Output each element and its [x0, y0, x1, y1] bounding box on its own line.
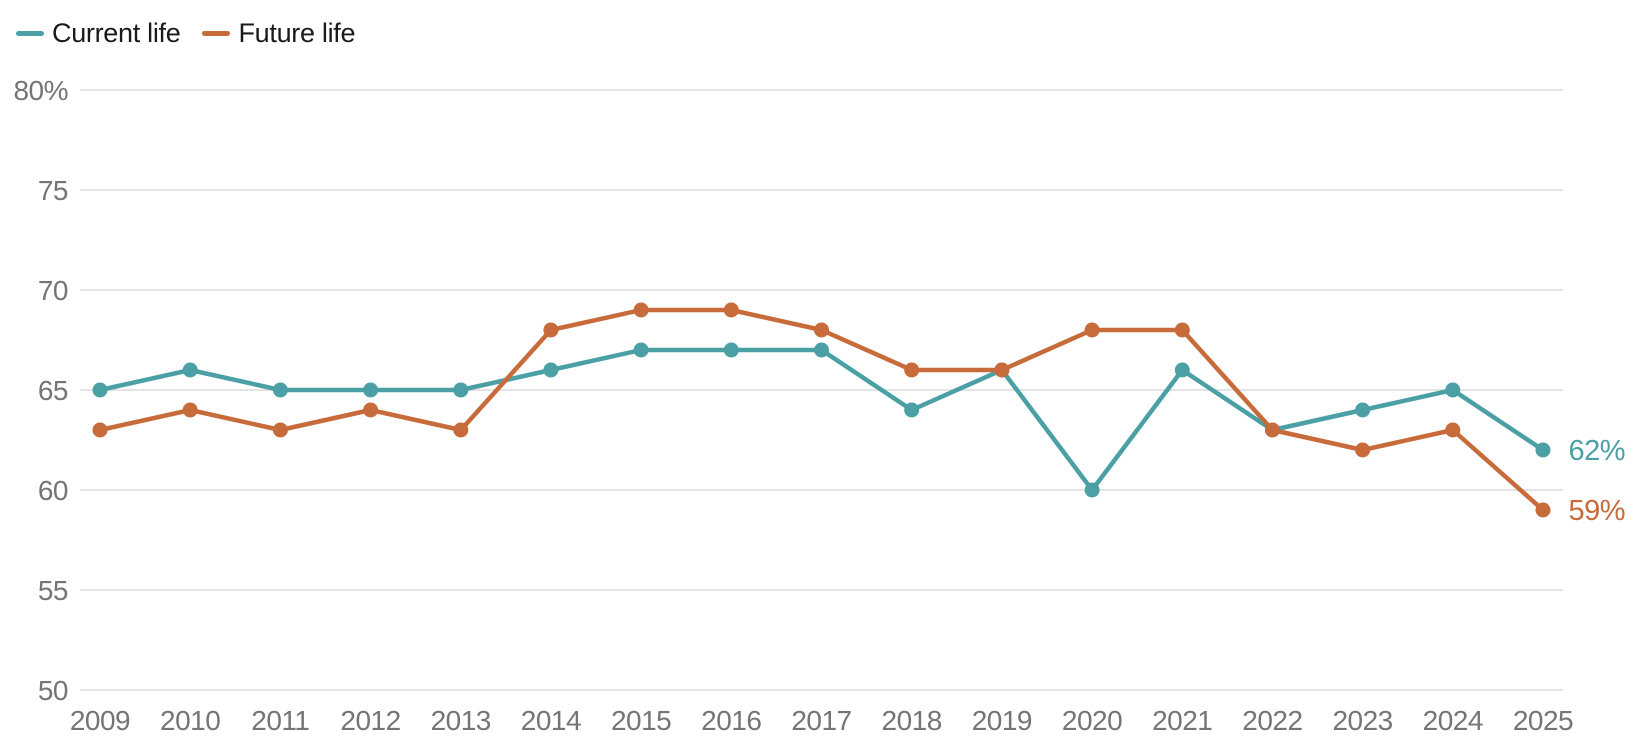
legend-item-future-life: Future life [202, 18, 356, 48]
marker-current-life-2025 [1535, 442, 1551, 458]
marker-current-life-2017 [814, 342, 829, 358]
marker-current-life-2023 [1355, 402, 1371, 418]
y-tick-55: 55 [38, 575, 68, 606]
marker-current-life-2021 [1174, 362, 1190, 378]
x-tick-2011: 2011 [251, 705, 309, 736]
chart-legend: Current life Future life [16, 18, 356, 48]
x-tick-2016: 2016 [701, 705, 761, 736]
marker-future-life-2024 [1445, 422, 1461, 438]
x-tick-2024: 2024 [1423, 705, 1483, 736]
y-tick-80: 80% [13, 75, 68, 106]
x-tick-2023: 2023 [1332, 705, 1392, 736]
marker-future-life-2013 [453, 422, 469, 438]
x-tick-2012: 2012 [340, 705, 400, 736]
marker-future-life-2023 [1355, 442, 1371, 458]
x-tick-2021: 2021 [1152, 705, 1212, 736]
marker-future-life-2025 [1535, 502, 1551, 518]
x-tick-2013: 2013 [431, 705, 491, 736]
marker-future-life-2012 [363, 402, 379, 418]
x-tick-2019: 2019 [972, 705, 1032, 736]
marker-future-life-2019 [994, 362, 1010, 378]
y-tick-60: 60 [38, 475, 68, 506]
x-tick-2025: 2025 [1513, 705, 1573, 736]
x-tick-2009: 2009 [70, 705, 130, 736]
marker-future-life-2021 [1174, 322, 1190, 338]
marker-future-life-2017 [814, 322, 829, 338]
marker-future-life-2018 [904, 362, 920, 378]
x-tick-2020: 2020 [1062, 705, 1122, 736]
marker-future-life-2010 [182, 402, 198, 418]
legend-label-current-life: Current life [52, 18, 181, 48]
marker-current-life-2018 [904, 402, 920, 418]
marker-current-life-2014 [543, 362, 559, 378]
y-tick-65: 65 [38, 375, 68, 406]
marker-current-life-2024 [1445, 382, 1461, 398]
marker-current-life-2013 [453, 382, 469, 398]
legend-swatch-current-life-icon [16, 30, 44, 37]
y-tick-50: 50 [38, 675, 68, 706]
x-tick-2014: 2014 [521, 705, 581, 736]
x-tick-2015: 2015 [611, 705, 671, 736]
marker-current-life-2016 [723, 342, 739, 358]
x-tick-2017: 2017 [791, 705, 851, 736]
x-tick-2010: 2010 [160, 705, 220, 736]
series-line-future-life [97, 307, 1546, 513]
marker-future-life-2014 [543, 322, 559, 338]
legend-swatch-future-life-icon [202, 30, 231, 37]
x-tick-2018: 2018 [882, 705, 942, 736]
marker-future-life-2020 [1084, 322, 1100, 338]
marker-future-life-2015 [633, 302, 649, 318]
marker-current-life-2015 [633, 342, 649, 358]
marker-current-life-2009 [92, 382, 108, 398]
marker-current-life-2010 [182, 362, 198, 378]
marker-future-life-2022 [1264, 422, 1280, 438]
end-label-future-life: 59% [1569, 495, 1626, 527]
marker-current-life-2012 [363, 382, 379, 398]
x-tick-2022: 2022 [1242, 705, 1302, 736]
marker-future-life-2011 [272, 422, 288, 438]
y-tick-75: 75 [38, 175, 68, 206]
y-tick-70: 70 [38, 275, 68, 306]
marker-future-life-2016 [723, 302, 739, 318]
marker-current-life-2011 [272, 382, 288, 398]
marker-current-life-2020 [1084, 482, 1100, 498]
legend-label-future-life: Future life [238, 18, 356, 48]
legend-item-current-life: Current life [16, 18, 181, 48]
marker-future-life-2009 [92, 422, 108, 438]
end-label-current-life: 62% [1569, 435, 1626, 467]
